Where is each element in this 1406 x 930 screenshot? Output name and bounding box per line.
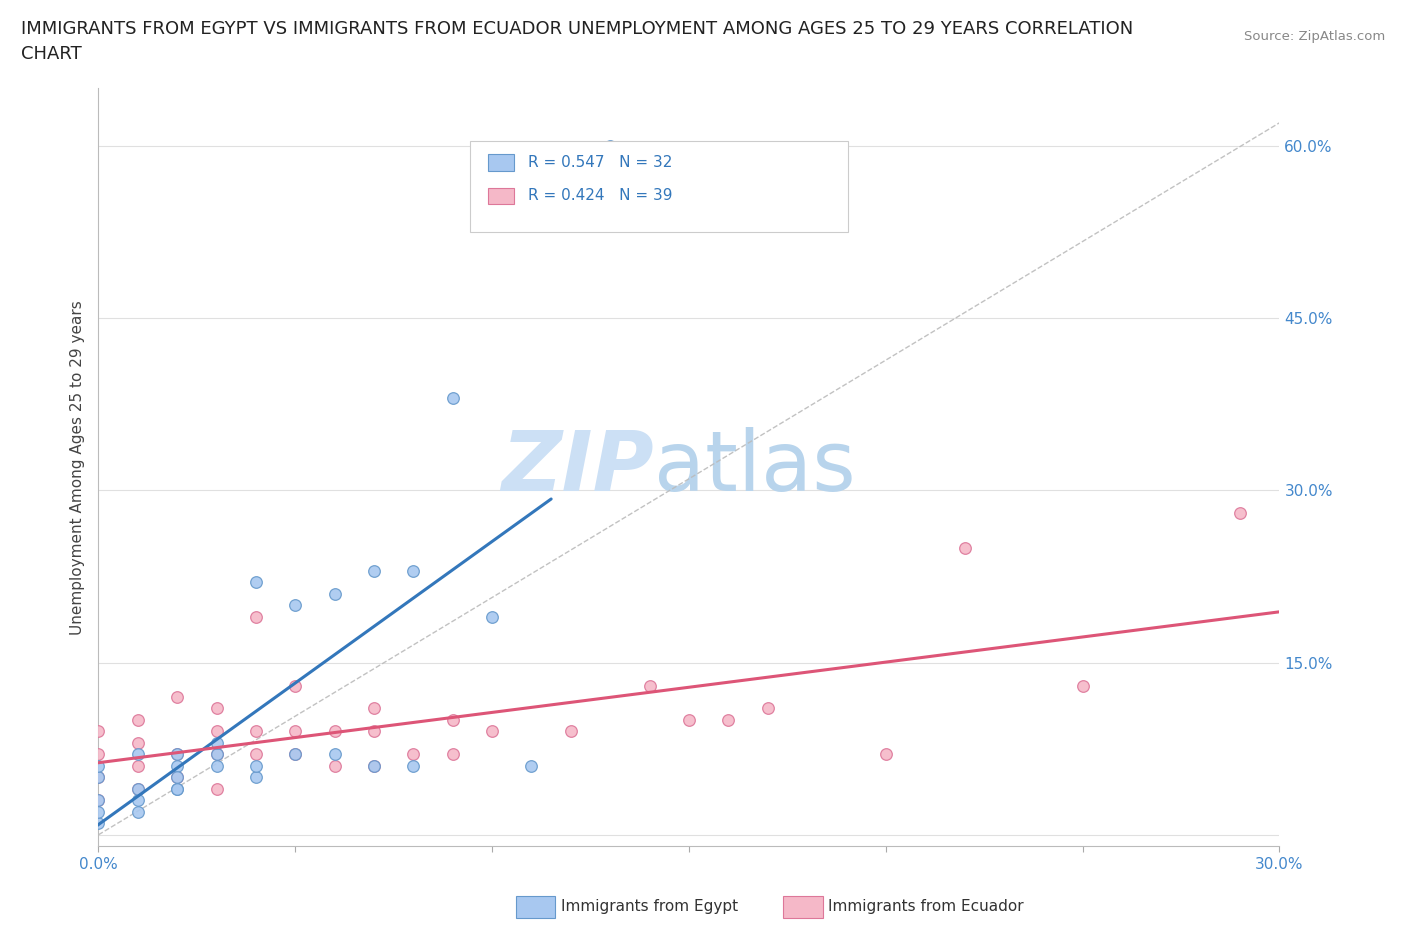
Point [284, 678, 307, 693]
FancyBboxPatch shape [488, 154, 515, 171]
Point [323, 586, 346, 601]
Point [166, 781, 188, 796]
Point [323, 747, 346, 762]
Point [441, 712, 464, 727]
Point [363, 759, 385, 774]
Point [87, 816, 110, 830]
Point [284, 747, 307, 762]
Point [560, 724, 582, 739]
Point [245, 609, 267, 624]
Point [127, 736, 149, 751]
Point [363, 564, 385, 578]
Point [127, 759, 149, 774]
Text: ZIP: ZIP [501, 427, 654, 508]
Point [87, 793, 110, 808]
Point [166, 781, 188, 796]
Point [284, 747, 307, 762]
Point [205, 781, 228, 796]
Point [481, 609, 503, 624]
Point [205, 736, 228, 751]
Point [245, 724, 267, 739]
Point [678, 712, 700, 727]
Point [205, 701, 228, 716]
Point [127, 804, 149, 819]
Point [166, 689, 188, 704]
Point [205, 759, 228, 774]
FancyBboxPatch shape [471, 141, 848, 232]
Point [599, 139, 621, 153]
Text: CHART: CHART [21, 45, 82, 62]
Point [127, 781, 149, 796]
Point [205, 747, 228, 762]
Point [87, 770, 110, 785]
Point [245, 759, 267, 774]
Point [402, 747, 425, 762]
Point [284, 724, 307, 739]
Point [87, 759, 110, 774]
Point [87, 747, 110, 762]
Point [638, 678, 661, 693]
Text: atlas: atlas [654, 427, 855, 508]
Point [87, 804, 110, 819]
Point [402, 564, 425, 578]
Text: R = 0.424   N = 39: R = 0.424 N = 39 [529, 189, 673, 204]
Point [520, 759, 543, 774]
Point [323, 724, 346, 739]
Point [166, 747, 188, 762]
Point [127, 793, 149, 808]
Point [323, 759, 346, 774]
Point [245, 770, 267, 785]
Point [363, 701, 385, 716]
Point [875, 747, 897, 762]
Text: R = 0.547   N = 32: R = 0.547 N = 32 [529, 155, 672, 170]
Y-axis label: Unemployment Among Ages 25 to 29 years: Unemployment Among Ages 25 to 29 years [70, 300, 86, 634]
Point [245, 747, 267, 762]
Point [756, 701, 779, 716]
Text: Immigrants from Egypt: Immigrants from Egypt [561, 899, 738, 914]
Point [1229, 506, 1251, 521]
Point [166, 747, 188, 762]
Point [245, 575, 267, 590]
Point [127, 712, 149, 727]
Text: Immigrants from Ecuador: Immigrants from Ecuador [828, 899, 1024, 914]
Point [205, 747, 228, 762]
Point [717, 712, 740, 727]
Point [205, 724, 228, 739]
Point [127, 781, 149, 796]
Point [953, 540, 976, 555]
Point [441, 747, 464, 762]
Point [441, 391, 464, 405]
Point [284, 598, 307, 613]
Point [402, 759, 425, 774]
Point [87, 793, 110, 808]
Point [166, 770, 188, 785]
Point [87, 770, 110, 785]
Point [166, 770, 188, 785]
Point [127, 747, 149, 762]
Text: Source: ZipAtlas.com: Source: ZipAtlas.com [1244, 30, 1385, 43]
Point [87, 724, 110, 739]
FancyBboxPatch shape [488, 188, 515, 205]
Point [1071, 678, 1094, 693]
Point [481, 724, 503, 739]
Point [363, 759, 385, 774]
Point [166, 759, 188, 774]
Point [363, 724, 385, 739]
Text: IMMIGRANTS FROM EGYPT VS IMMIGRANTS FROM ECUADOR UNEMPLOYMENT AMONG AGES 25 TO 2: IMMIGRANTS FROM EGYPT VS IMMIGRANTS FROM… [21, 20, 1133, 38]
